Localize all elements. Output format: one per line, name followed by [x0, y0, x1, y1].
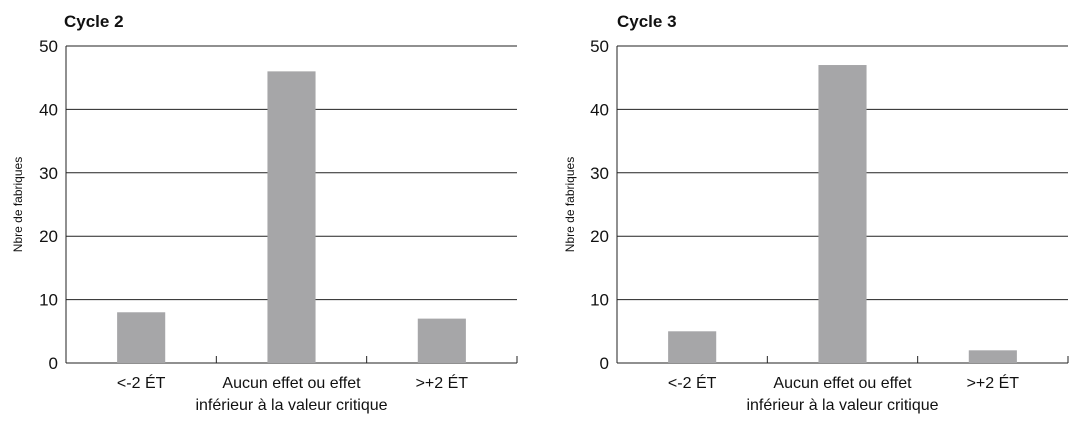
y-tick-label: 40 — [590, 100, 609, 119]
x-tick-label: >+2 ÉT — [967, 373, 1020, 392]
y-tick-label: 40 — [39, 100, 58, 119]
y-tick-label: 20 — [39, 227, 58, 246]
y-tick-label: 0 — [49, 354, 58, 373]
y-tick-label: 30 — [590, 164, 609, 183]
y-axis-label: Nbre de fabriques — [11, 157, 25, 252]
bar — [968, 350, 1017, 363]
x-tick-label: Aucun effet ou effet — [222, 375, 361, 392]
bar — [668, 331, 717, 363]
bar — [818, 65, 867, 364]
bar-chart-cycle-2: 0 10 20 30 40 50 <-2 ÉT Aucun effet ou effet inf… — [11, 37, 518, 414]
y-axis-label: Nbre de fabriques — [563, 157, 577, 252]
chart-title: Cycle 3 — [617, 12, 677, 31]
bar — [117, 312, 166, 363]
chart-panel-cycle-2: Cycle 2 0 10 20 30 40 50 <-2 ÉT Aucun effet ou … — [0, 0, 530, 421]
y-tick-label: 10 — [39, 291, 58, 310]
y-tick-label: 50 — [590, 37, 609, 56]
x-tick-label: <-2 ÉT — [117, 373, 166, 392]
bar — [267, 71, 316, 364]
x-tick-label-line-2: inférieur à la valeur critique — [195, 397, 387, 414]
x-tick-label: >+2 ÉT — [416, 373, 469, 392]
bar — [417, 318, 466, 363]
y-tick-label: 50 — [39, 37, 58, 56]
x-tick-label: <-2 ÉT — [668, 373, 717, 392]
chart-panel-cycle-3: Cycle 3 0 10 20 30 40 50 <-2 ÉT Aucun effet ou … — [550, 0, 1075, 421]
y-tick-label: 30 — [39, 164, 58, 183]
bar-chart-cycle-3: 0 10 20 30 40 50 <-2 ÉT Aucun effet ou effet inf… — [563, 37, 1069, 414]
chart-title: Cycle 2 — [64, 12, 124, 31]
x-tick-label: Aucun effet ou effet — [773, 375, 912, 392]
x-tick-label-line-2: inférieur à la valeur critique — [746, 397, 938, 414]
y-tick-label: 20 — [590, 227, 609, 246]
y-tick-label: 10 — [590, 291, 609, 310]
y-tick-label: 0 — [600, 354, 609, 373]
